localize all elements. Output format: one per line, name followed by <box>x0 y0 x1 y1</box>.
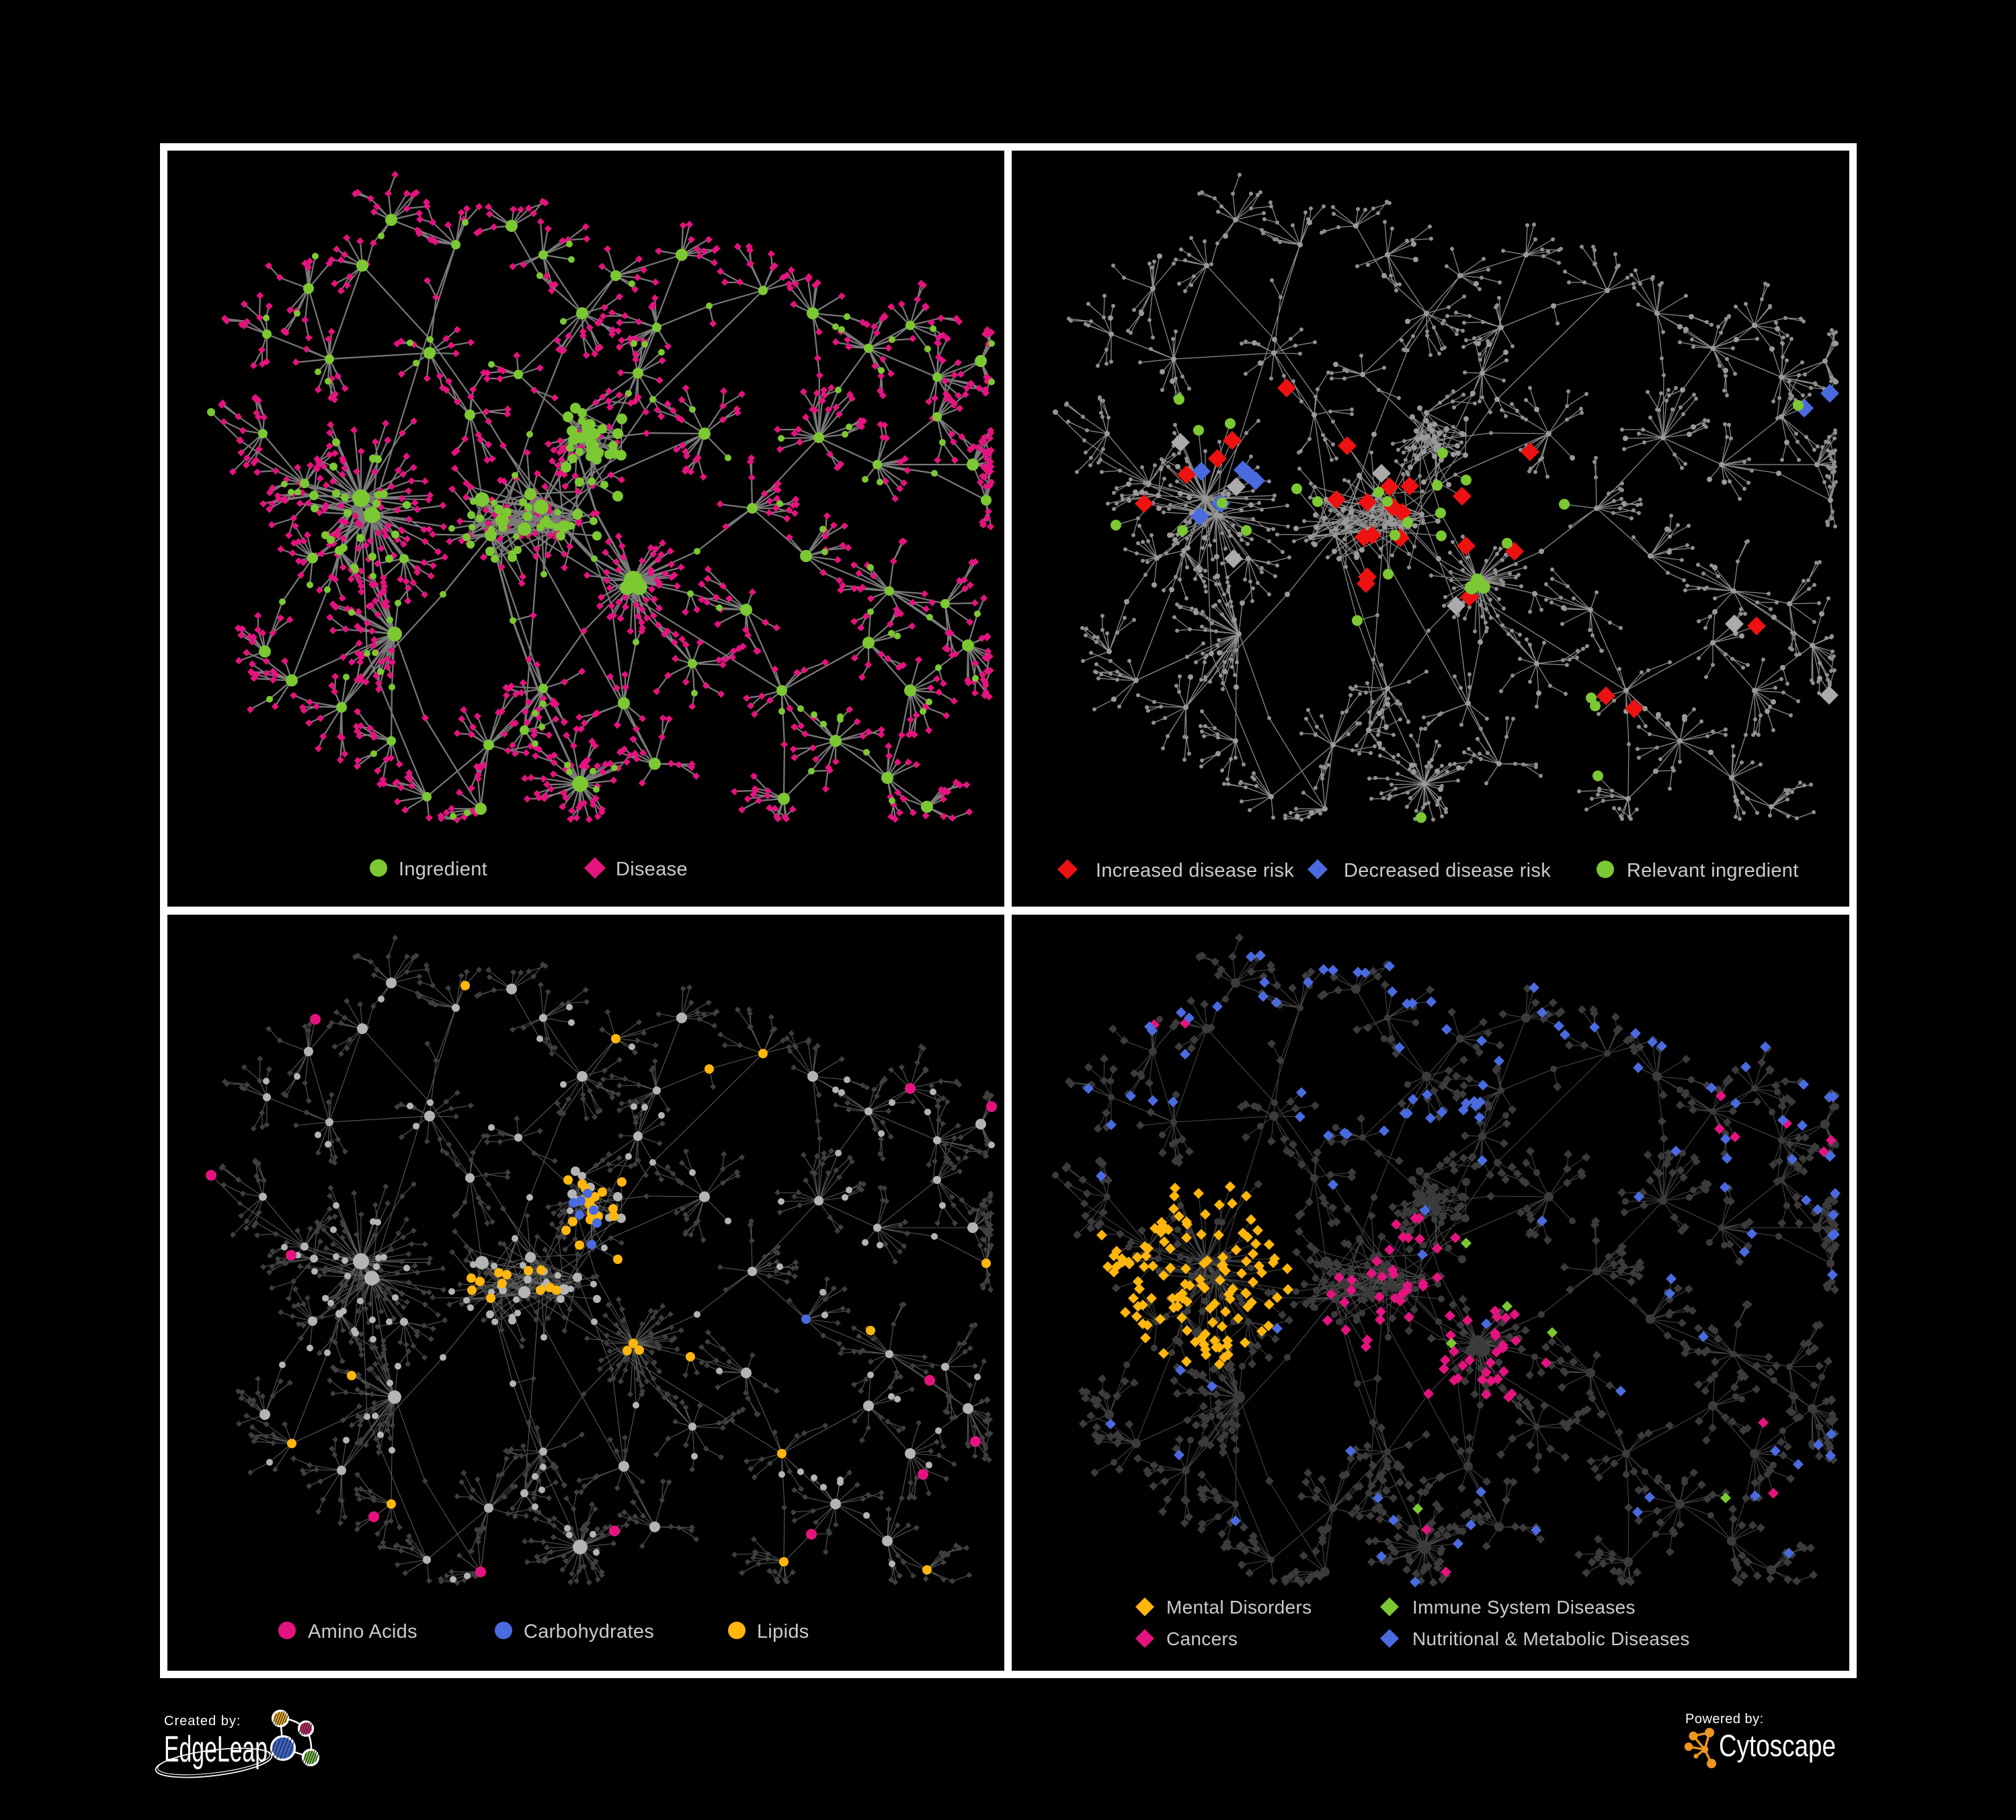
svg-text:Powered by:: Powered by: <box>1685 1712 1764 1727</box>
svg-text:Increased disease risk: Increased disease risk <box>1096 860 1294 881</box>
svg-text:Relevant ingredient: Relevant ingredient <box>1627 860 1799 881</box>
svg-text:Disease: Disease <box>616 859 688 880</box>
svg-text:Mental Disorders: Mental Disorders <box>1166 1597 1312 1618</box>
svg-text:Immune System Diseases: Immune System Diseases <box>1412 1597 1636 1618</box>
svg-text:Nutritional & Metabolic Diseas: Nutritional & Metabolic Diseases <box>1412 1628 1690 1649</box>
svg-text:EdgeLeap: EdgeLeap <box>164 1728 268 1770</box>
svg-text:Amino Acids: Amino Acids <box>308 1621 417 1643</box>
svg-text:Created by:: Created by: <box>164 1714 241 1729</box>
svg-text:Ingredient: Ingredient <box>399 859 487 880</box>
svg-text:Decreased disease risk: Decreased disease risk <box>1344 860 1551 881</box>
svg-text:Cytoscape: Cytoscape <box>1719 1729 1836 1763</box>
svg-text:Cancers: Cancers <box>1166 1628 1238 1649</box>
svg-text:Lipids: Lipids <box>757 1621 809 1643</box>
svg-text:Carbohydrates: Carbohydrates <box>524 1621 654 1643</box>
